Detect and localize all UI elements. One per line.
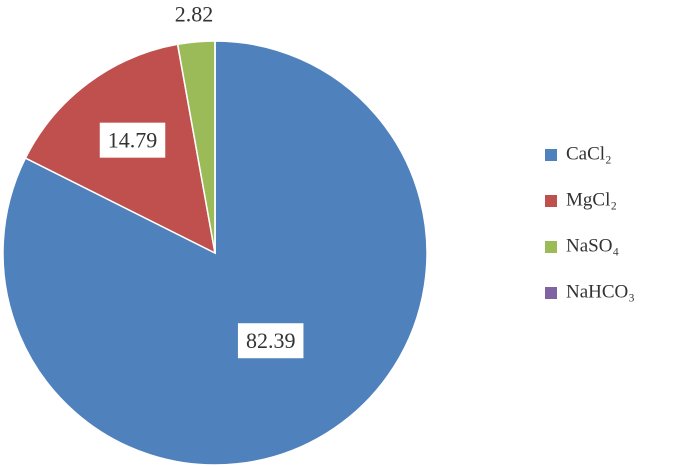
data-label-group: 14.79 [99,122,166,158]
legend-label: NaHCO₃ [566,281,635,302]
data-label: 2.82 [175,2,214,27]
legend-swatch [545,195,557,207]
legend-label: CaCl₂ [566,143,612,164]
legend-swatch [545,287,557,299]
data-label-box [99,122,166,158]
legend-label: NaSO₄ [566,235,619,256]
data-label: 14.79 [108,128,158,153]
data-label-box [237,323,304,359]
legend-swatch [545,241,557,253]
data-label-group: 2.82 [175,2,214,27]
legend-label: MgCl₂ [566,189,617,210]
data-label-group: 82.39 [237,323,304,359]
legend-swatch [545,149,557,161]
data-label: 82.39 [246,328,296,353]
